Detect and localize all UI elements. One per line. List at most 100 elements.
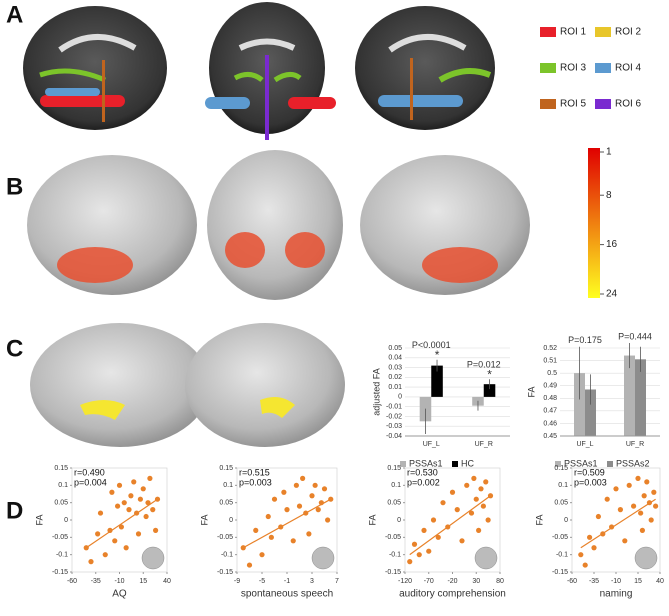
mri-slices: [23, 2, 495, 140]
y-axis-label: FA: [199, 514, 209, 525]
point: [296, 503, 303, 509]
point: [102, 552, 108, 558]
y-tick-label: -0.1: [56, 552, 68, 559]
y-tick-label: 0.51: [543, 357, 557, 364]
bar: [574, 373, 585, 436]
x-tick-label: -1: [284, 578, 290, 585]
y-tick-label: 0.49: [543, 383, 557, 390]
x-tick-label: 30: [472, 578, 480, 585]
x-tick-label: -70: [424, 578, 434, 585]
point: [147, 475, 153, 481]
p-value: P<0.0001: [412, 340, 451, 350]
point: [639, 527, 646, 534]
y-tick-label: 0.02: [388, 374, 402, 381]
legend-swatch: [540, 27, 556, 37]
point: [259, 552, 265, 558]
point: [306, 531, 312, 537]
x-tick-label: 3: [310, 578, 314, 585]
x-tick-label: -9: [234, 578, 240, 585]
legend-label: ROI 4: [615, 63, 642, 74]
point: [145, 500, 151, 506]
y-tick-label: -0.05: [385, 534, 401, 541]
legend-label: ROI 2: [615, 27, 642, 38]
y-tick-label: 0.15: [54, 465, 68, 472]
stat-label: r=0.530: [407, 467, 438, 477]
point: [278, 524, 284, 530]
point: [118, 524, 124, 530]
point: [435, 534, 441, 540]
point: [290, 538, 296, 544]
legend-swatch: [555, 461, 561, 467]
colorbar-label: 16: [606, 239, 618, 250]
y-tick-label: 0: [397, 517, 401, 524]
point: [140, 486, 146, 492]
point: [464, 482, 470, 488]
point: [153, 527, 159, 534]
x-tick-label: -35: [91, 578, 101, 585]
p-value: P=0.012: [467, 360, 501, 370]
point: [578, 552, 584, 558]
colorbar-label: 8: [606, 190, 612, 201]
x-axis-label: naming: [600, 589, 633, 600]
point: [591, 545, 597, 551]
point: [604, 496, 610, 502]
x-tick-label: -60: [67, 578, 77, 585]
y-tick-label: 0.04: [388, 355, 402, 362]
y-tick-label: 0.05: [554, 500, 568, 507]
y-tick-label: -0.1: [556, 552, 568, 559]
point: [638, 510, 644, 516]
point: [430, 517, 437, 523]
point: [641, 493, 647, 499]
y-tick-label: 0.48: [543, 395, 557, 402]
y-tick-label: 0.47: [543, 408, 557, 415]
y-tick-label: -0.04: [386, 433, 402, 440]
trend-line: [409, 495, 491, 556]
point: [600, 531, 606, 537]
y-tick-label: 0.1: [223, 482, 233, 489]
bar: [431, 365, 443, 397]
point: [445, 524, 451, 530]
point: [651, 489, 657, 495]
point: [131, 479, 137, 485]
point: [440, 500, 446, 506]
stat-label: p=0.003: [574, 477, 607, 487]
point: [328, 496, 334, 502]
y-tick-label: 0.15: [554, 465, 568, 472]
point: [253, 527, 259, 534]
y-tick-label: -0.15: [217, 569, 233, 576]
stat-label: p=0.004: [74, 477, 107, 487]
point: [97, 510, 104, 516]
y-tick-label: -0.1: [221, 552, 233, 559]
point: [595, 513, 602, 520]
point: [135, 531, 142, 537]
y-tick-label: -0.15: [52, 569, 68, 576]
y-tick-label: -0.02: [386, 413, 402, 420]
bar: [483, 384, 496, 397]
y-tick-label: 0: [398, 394, 402, 401]
x-tick-label: -20: [447, 578, 457, 585]
y-tick-label: 0.45: [543, 433, 557, 440]
colorbar: [588, 148, 600, 298]
y-tick-label: 0.52: [543, 345, 557, 352]
y-tick-label: 0.46: [543, 420, 557, 427]
point: [83, 545, 89, 551]
y-tick-label: 0: [229, 517, 233, 524]
legend-label: HC: [461, 458, 474, 468]
y-tick-label: 0.1: [391, 482, 401, 489]
point: [116, 482, 123, 488]
point: [303, 510, 309, 516]
x-tick-label: UF_L: [576, 441, 593, 448]
x-tick-label: UF_L: [423, 441, 440, 448]
y-tick-label: -0.1: [389, 552, 401, 559]
point: [293, 482, 299, 488]
x-tick-label: 40: [163, 578, 171, 585]
stat-label: r=0.509: [574, 467, 605, 477]
legend-swatch: [540, 99, 556, 109]
legend-label: ROI 5: [560, 99, 587, 110]
point: [265, 513, 271, 520]
point: [134, 510, 140, 516]
y-tick-label: 0: [64, 517, 68, 524]
colorbar-label: 24: [606, 289, 618, 300]
legend-label: PSSAs1: [409, 458, 443, 468]
y-tick-label: 0.5: [547, 370, 557, 377]
